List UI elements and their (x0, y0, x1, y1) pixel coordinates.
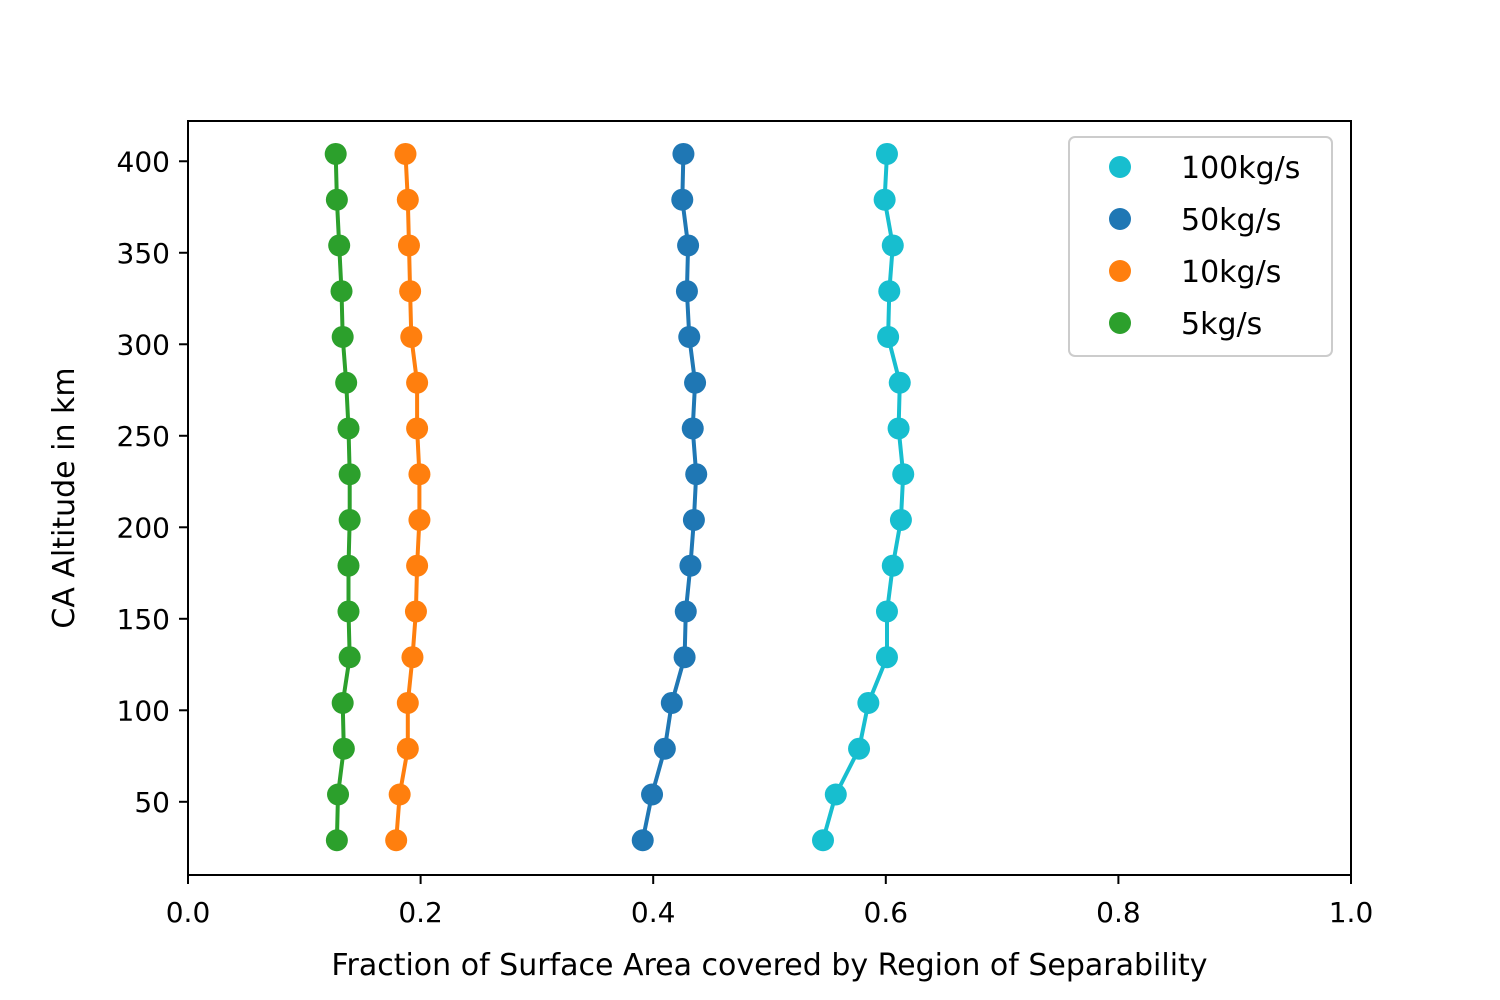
data-point-50kg/s (653, 737, 676, 760)
data-point-5kg/s (330, 280, 353, 303)
data-point-5kg/s (324, 142, 347, 165)
data-point-10kg/s (408, 508, 431, 531)
data-point-50kg/s (678, 325, 701, 348)
series-line-5kg/s (333, 153, 352, 841)
data-point-5kg/s (332, 737, 355, 760)
data-point-100kg/s (881, 554, 904, 577)
data-point-100kg/s (824, 783, 847, 806)
data-point-50kg/s (675, 280, 698, 303)
y-axis-label: CA Altitude in km (47, 367, 82, 628)
x-tick-label: 0.8 (1096, 896, 1141, 929)
y-tick-label: 150 (117, 603, 170, 636)
data-point-100kg/s (892, 463, 915, 486)
data-point-5kg/s (338, 463, 361, 486)
data-point-50kg/s (682, 508, 705, 531)
x-tick-label: 1.0 (1329, 896, 1374, 929)
data-point-100kg/s (873, 188, 896, 211)
data-point-100kg/s (875, 600, 898, 623)
data-point-100kg/s (877, 325, 900, 348)
x-tick-label: 0.0 (166, 896, 211, 929)
data-point-100kg/s (875, 646, 898, 669)
data-point-100kg/s (878, 280, 901, 303)
data-point-50kg/s (685, 463, 708, 486)
x-tick-label: 0.4 (631, 896, 676, 929)
data-point-10kg/s (396, 691, 419, 714)
data-point-5kg/s (337, 554, 360, 577)
data-point-50kg/s (660, 691, 683, 714)
data-point-5kg/s (338, 508, 361, 531)
data-point-10kg/s (406, 417, 429, 440)
data-point-5kg/s (325, 829, 348, 852)
legend-marker-50kg/s (1109, 208, 1131, 230)
y-tick-label: 350 (117, 237, 170, 270)
y-tick-label: 400 (117, 145, 170, 178)
data-point-10kg/s (400, 325, 423, 348)
data-point-10kg/s (385, 829, 408, 852)
y-tick-label: 300 (117, 328, 170, 361)
data-point-10kg/s (396, 188, 419, 211)
data-point-50kg/s (673, 646, 696, 669)
y-tick-label: 250 (117, 420, 170, 453)
data-point-100kg/s (857, 691, 880, 714)
data-point-10kg/s (394, 142, 417, 165)
series-line-100kg/s (821, 153, 906, 841)
legend-label: 10kg/s (1181, 255, 1281, 290)
data-point-5kg/s (337, 417, 360, 440)
data-point-100kg/s (887, 417, 910, 440)
data-point-50kg/s (681, 417, 704, 440)
y-tick-label: 200 (117, 511, 170, 544)
data-point-100kg/s (881, 234, 904, 257)
plot-frame (187, 120, 1352, 876)
data-point-100kg/s (811, 829, 834, 852)
data-point-50kg/s (679, 554, 702, 577)
data-point-10kg/s (388, 783, 411, 806)
data-point-10kg/s (396, 737, 419, 760)
data-point-10kg/s (401, 646, 424, 669)
data-point-50kg/s (631, 829, 654, 852)
data-point-10kg/s (404, 600, 427, 623)
data-point-5kg/s (328, 234, 351, 257)
data-point-5kg/s (331, 325, 354, 348)
data-point-10kg/s (408, 463, 431, 486)
data-point-50kg/s (672, 142, 695, 165)
legend-marker-100kg/s (1109, 156, 1131, 178)
legend-label: 50kg/s (1181, 203, 1281, 238)
data-point-50kg/s (641, 783, 664, 806)
x-tick-label: 0.2 (398, 896, 443, 929)
data-point-100kg/s (888, 371, 911, 394)
data-point-5kg/s (331, 691, 354, 714)
data-point-10kg/s (406, 554, 429, 577)
data-point-50kg/s (677, 234, 700, 257)
x-tick-label: 0.6 (864, 896, 909, 929)
data-point-5kg/s (337, 600, 360, 623)
series-line-10kg/s (394, 153, 422, 841)
legend-marker-10kg/s (1109, 260, 1131, 282)
legend-label: 5kg/s (1181, 307, 1262, 342)
data-point-50kg/s (674, 600, 697, 623)
series-line-50kg/s (640, 153, 699, 841)
y-tick-label: 50 (134, 786, 170, 819)
data-point-10kg/s (399, 280, 422, 303)
data-point-5kg/s (338, 646, 361, 669)
data-point-5kg/s (327, 783, 350, 806)
data-point-50kg/s (684, 371, 707, 394)
data-point-5kg/s (335, 371, 358, 394)
data-point-5kg/s (325, 188, 348, 211)
data-point-100kg/s (889, 508, 912, 531)
data-point-100kg/s (848, 737, 871, 760)
legend-label: 100kg/s (1181, 151, 1300, 186)
y-tick-label: 100 (117, 694, 170, 727)
legend-marker-5kg/s (1109, 312, 1131, 334)
data-point-10kg/s (397, 234, 420, 257)
data-point-10kg/s (406, 371, 429, 394)
data-point-50kg/s (671, 188, 694, 211)
data-point-100kg/s (875, 142, 898, 165)
x-axis-label: Fraction of Surface Area covered by Regi… (331, 948, 1207, 983)
legend-box (1068, 136, 1333, 357)
